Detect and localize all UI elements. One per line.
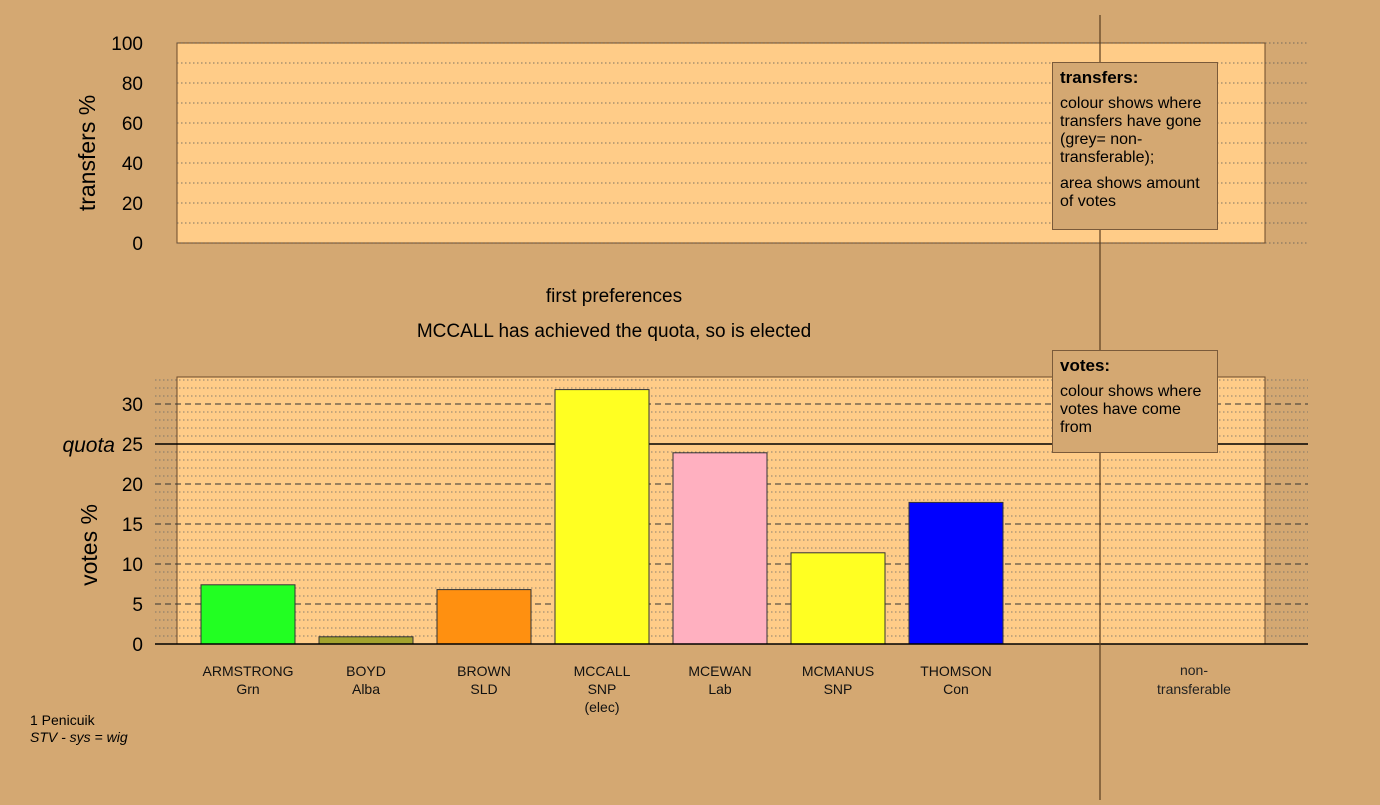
votes-axis-label: votes % [76,504,102,586]
transfers-axis-label: transfers % [74,95,100,211]
bar-brown [436,589,532,645]
quota-label: quota [62,434,115,457]
x-label-note: (elec) [584,699,619,715]
votes-y-tick-label: 25 [122,435,143,456]
votes-chart: 0 5 10 15 20 25 30 ARMSTRONG Grn BOYD Alba BROWN SLD… [122,376,1308,715]
bar-mcmanus [790,552,886,645]
transfers-y-tick-label: 60 [122,114,143,135]
x-label-party: Alba [352,681,380,697]
transfers-legend: transfers: colour shows where transfers … [1052,62,1218,230]
transfers-y-tick-label: 0 [132,234,143,255]
nontransferable-label-line1: non- [1180,662,1208,678]
x-label-party: SLD [470,681,497,697]
votes-legend-text: colour shows where votes have come from [1060,383,1202,436]
bar-mccall [554,389,650,645]
votes-legend: votes: colour shows where votes have com… [1052,350,1218,453]
transfers-legend-area-text: area shows amount of votes [1060,175,1200,210]
footer-system: STV - sys = wig [30,729,128,745]
bar-boyd [318,636,414,645]
footer: 1 Penicuik STV - sys = wig [30,712,128,746]
bar-thomson [908,501,1004,645]
x-label-name: MCMANUS [802,663,874,679]
votes-y-tick-label: 30 [122,395,143,416]
bar-mcewan [672,452,768,645]
footer-ward: 1 Penicuik [30,712,95,728]
x-label-name: MCEWAN [688,663,751,679]
x-label-name: ARMSTRONG [203,663,294,679]
votes-legend-title: votes: [1060,356,1111,375]
votes-y-tick-label: 15 [122,515,143,536]
x-label-party: SNP [824,681,853,697]
transfers-legend-title: transfers: [1060,68,1139,87]
x-label-name: BOYD [346,663,386,679]
transfers-y-tick-label: 100 [111,34,143,55]
nontransferable-label-line2: transferable [1157,681,1231,697]
chart-title: first preferences [546,286,682,307]
transfers-y-tick-label: 40 [122,154,143,175]
x-label-party: Con [943,681,969,697]
transfers-y-tick-label: 80 [122,74,143,95]
transfers-legend-text: colour shows where transfers have gone (… [1060,95,1202,166]
x-label-name: BROWN [457,663,511,679]
x-label-name: MCCALL [574,663,631,679]
transfers-y-tick-label: 20 [122,194,143,215]
votes-y-tick-label: 5 [132,595,143,616]
votes-y-tick-label: 0 [132,635,143,656]
x-label-party: SNP [588,681,617,697]
x-label-party: Grn [236,681,259,697]
x-label-party: Lab [708,681,732,697]
x-label-name: THOMSON [920,663,992,679]
votes-y-tick-label: 20 [122,475,143,496]
bar-armstrong [200,584,296,645]
chart-subtitle: MCCALL has achieved the quota, so is ele… [417,321,811,342]
votes-y-tick-label: 10 [122,555,143,576]
